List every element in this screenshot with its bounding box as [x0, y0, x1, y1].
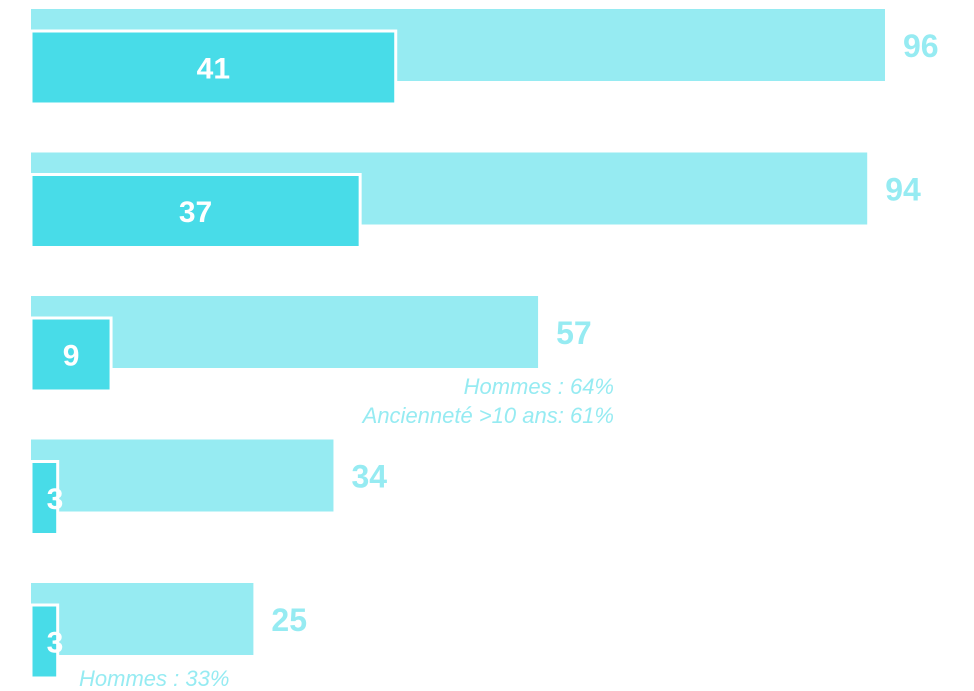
sub-bar-2: [29, 316, 113, 393]
sub-value-label-1: 37: [179, 196, 212, 229]
sub-value-label-0: 41: [197, 53, 230, 86]
total-value-label-1: 94: [885, 172, 921, 208]
sub-bar-1: [29, 173, 362, 249]
sub-value-label-4: 3: [47, 627, 64, 660]
sub-bar-3: [29, 460, 60, 536]
total-value-label-0: 96: [903, 28, 939, 64]
sub-bar-0: [29, 29, 398, 106]
total-value-label-3: 34: [351, 459, 387, 495]
total-bar-2: [31, 296, 539, 368]
sub-value-label-3: 3: [47, 483, 64, 516]
total-value-label-4: 25: [271, 602, 307, 638]
total-bar-3: [31, 439, 334, 512]
total-bar-4: [31, 583, 254, 655]
annotation-0-line-1: Ancienneté >10 ans: 61%: [361, 403, 614, 428]
total-value-label-2: 57: [556, 315, 592, 351]
annotation-1-line-0: Hommes : 33%: [79, 666, 229, 691]
sub-bar-4: [29, 603, 60, 680]
sub-value-label-2: 9: [63, 340, 80, 373]
annotation-0-line-0: Hommes : 64%: [464, 374, 614, 399]
